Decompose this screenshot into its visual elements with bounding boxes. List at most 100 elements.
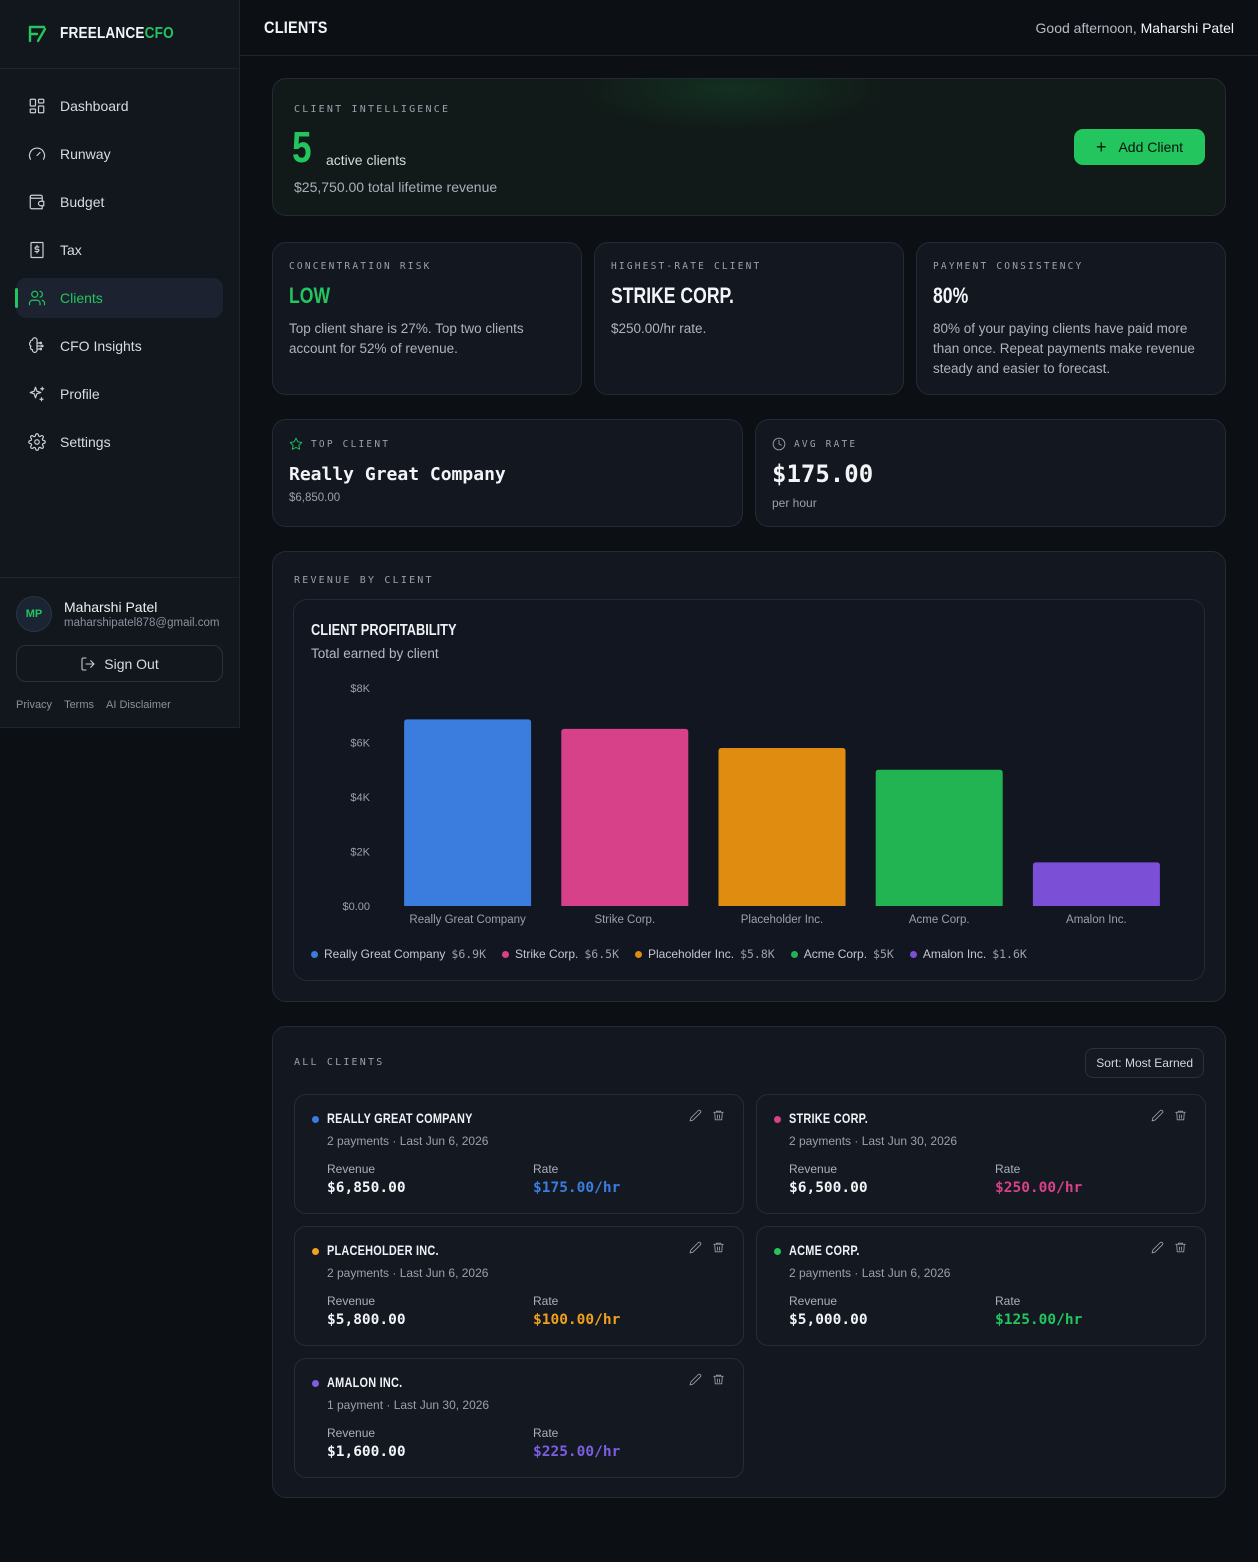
user-email: maharshipatel878@gmail.com (64, 617, 220, 629)
legend-item: Acme Corp. $5K (790, 947, 894, 961)
metric-value: STRIKE CORP. (611, 283, 734, 308)
legend-value: $5K (873, 947, 894, 961)
client-card[interactable]: Acme Corp. 2 payments · Last Jun 6, 2026… (756, 1226, 1206, 1346)
avg-rate-card: AVG RATE $175.00 per hour (755, 419, 1226, 527)
rate-label: Rate (533, 1162, 559, 1176)
revenue-label: Revenue (327, 1162, 376, 1176)
client-color-dot (312, 1116, 319, 1123)
greeting-user-name: Maharshi Patel (1140, 19, 1234, 36)
sidebar-item-label: Dashboard (60, 98, 129, 114)
client-actions (1151, 1241, 1187, 1254)
sidebar-nav: Dashboard Runway Budget Tax Clients CFO … (0, 69, 239, 462)
greeting: Good afternoon, Maharshi Patel (1036, 20, 1234, 36)
ai-disclaimer-link[interactable]: AI Disclaimer (106, 699, 171, 711)
rate-label: Rate (533, 1294, 559, 1308)
trash-icon[interactable] (712, 1241, 725, 1254)
revenue-label: Revenue (327, 1294, 376, 1308)
edit-icon[interactable] (1151, 1109, 1164, 1122)
sidebar-item-cfo-insights[interactable]: CFO Insights (16, 326, 223, 366)
client-rate: $250.00/hr (995, 1180, 1083, 1196)
payment-consistency-card: PAYMENT CONSISTENCY 80% 80% of your payi… (916, 242, 1226, 395)
edit-icon[interactable] (1151, 1241, 1164, 1254)
sidebar-item-label: Clients (60, 290, 103, 306)
sidebar-item-profile[interactable]: Profile (16, 374, 223, 414)
privacy-link[interactable]: Privacy (16, 699, 53, 711)
legend-dot (790, 950, 798, 958)
trash-icon[interactable] (712, 1373, 725, 1386)
add-client-button[interactable]: + Add Client (1074, 129, 1205, 165)
client-actions (1151, 1109, 1187, 1122)
client-revenue: $6,500.00 (789, 1180, 868, 1196)
y-tick-label: $0.00 (342, 901, 370, 913)
revenue-label: Revenue (327, 1426, 376, 1440)
x-tick-label: Really Great Company (409, 914, 526, 926)
metric-eyebrow: HIGHEST-RATE CLIENT (611, 261, 762, 272)
stat-eyebrow: AVG RATE (794, 439, 858, 450)
sidebar-item-label: Tax (60, 242, 82, 258)
sign-out-button[interactable]: Sign Out (16, 645, 223, 682)
client-rate: $100.00/hr (533, 1312, 621, 1328)
legend-name: Amalon Inc. (922, 947, 987, 961)
sidebar-item-budget[interactable]: Budget (16, 182, 223, 222)
edit-icon[interactable] (689, 1373, 702, 1386)
rate-label: Rate (533, 1426, 559, 1440)
user-profile[interactable]: MP Maharshi Patel maharshipatel878@gmail… (16, 596, 223, 632)
client-revenue: $5,800.00 (327, 1312, 406, 1328)
client-actions (689, 1109, 725, 1122)
legend-value: $5.8K (740, 947, 775, 961)
footer-links: Privacy Terms AI Disclaimer (16, 699, 223, 711)
client-color-dot (774, 1116, 781, 1123)
bar[interactable] (718, 747, 846, 906)
sidebar-item-tax[interactable]: Tax (16, 230, 223, 270)
bar[interactable] (404, 719, 532, 906)
brain-icon (28, 337, 44, 353)
client-revenue: $1,600.00 (327, 1444, 406, 1460)
star-icon (289, 437, 303, 450)
metric-description: $250.00/hr rate. (611, 321, 707, 336)
sort-dropdown[interactable]: Sort: Most Earned (1085, 1048, 1204, 1078)
y-tick-label: $6K (350, 738, 370, 750)
trash-icon[interactable] (1174, 1109, 1187, 1122)
bar[interactable] (875, 769, 1003, 906)
sidebar-item-clients[interactable]: Clients (15, 278, 223, 318)
metric-eyebrow: PAYMENT CONSISTENCY (933, 261, 1084, 272)
revenue-by-client-card: REVENUE BY CLIENT CLIENT PROFITABILITY T… (272, 551, 1226, 1002)
edit-icon[interactable] (689, 1109, 702, 1122)
sidebar-item-runway[interactable]: Runway (16, 134, 223, 174)
y-tick-label: $4K (350, 792, 370, 804)
client-color-dot (774, 1248, 781, 1255)
y-tick-label: $2K (350, 847, 370, 859)
add-client-label: Add Client (1118, 139, 1184, 155)
terms-link[interactable]: Terms (64, 699, 95, 711)
logout-icon (81, 656, 95, 671)
edit-icon[interactable] (689, 1241, 702, 1254)
legend-value: $6.9K (451, 947, 487, 961)
users-icon (28, 290, 46, 306)
bar[interactable] (561, 728, 689, 906)
legend-value: $6.5K (584, 947, 619, 961)
sidebar-item-dashboard[interactable]: Dashboard (16, 86, 223, 126)
metric-value: 80% (933, 283, 969, 308)
revenue-label: Revenue (789, 1294, 838, 1308)
client-card[interactable]: Placeholder Inc. 2 payments · Last Jun 6… (294, 1226, 744, 1346)
legend-item: Amalon Inc. $1.6K (909, 947, 1027, 961)
trash-icon[interactable] (1174, 1241, 1187, 1254)
legend-item: Placeholder Inc. $5.8K (635, 947, 775, 961)
legend-name: Acme Corp. (803, 947, 868, 961)
app-logo[interactable]: FREELANCECFO (0, 0, 239, 69)
client-card[interactable]: Strike Corp. 2 payments · Last Jun 30, 2… (756, 1094, 1206, 1214)
bar[interactable] (1032, 862, 1160, 906)
chart-subtitle: Total earned by client (311, 646, 439, 661)
revenue-label: Revenue (789, 1162, 838, 1176)
client-card[interactable]: Amalon Inc. 1 payment · Last Jun 30, 202… (294, 1358, 744, 1478)
sidebar-item-label: Runway (60, 146, 111, 162)
client-card[interactable]: Really Great Company 2 payments · Last J… (294, 1094, 744, 1214)
chart-legend: Really Great Company $6.9K Strike Corp. $6.… (311, 947, 1027, 961)
legend-name: Strike Corp. (515, 947, 579, 961)
sidebar-item-settings[interactable]: Settings (16, 422, 223, 462)
top-client-name: Really Great Company (289, 464, 506, 485)
page-title: CLIENTS (264, 17, 328, 37)
client-actions (689, 1241, 725, 1254)
trash-icon[interactable] (712, 1109, 725, 1122)
section-eyebrow: CLIENT INTELLIGENCE (294, 104, 451, 115)
